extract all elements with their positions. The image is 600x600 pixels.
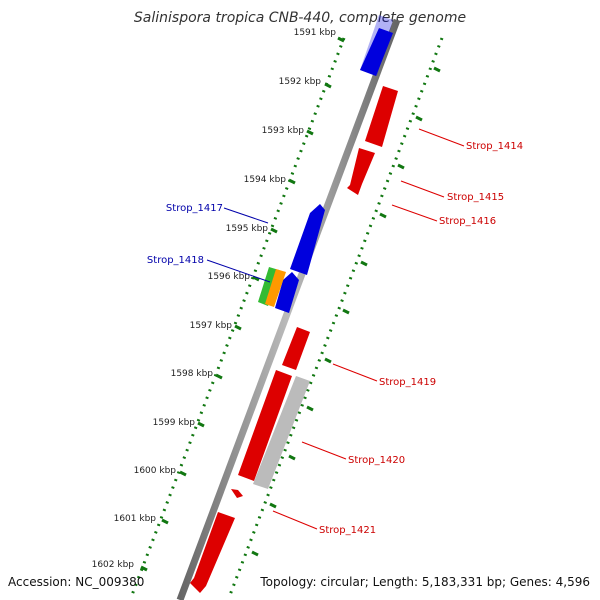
gene-feature-other xyxy=(253,376,310,489)
kbp-label: 1592 kbp xyxy=(279,77,322,87)
gene-label: Strop_1417 xyxy=(166,203,223,214)
label-leader-lines xyxy=(206,128,465,530)
gene-feature-forward xyxy=(231,489,243,498)
outer-major-ticks xyxy=(251,66,441,557)
gene-feature-forward xyxy=(347,148,375,195)
gene-label: Strop_1415 xyxy=(447,192,504,203)
gene-feature-reverse xyxy=(360,28,393,76)
gene-label: Strop_1416 xyxy=(439,216,496,227)
gene-label: Strop_1418 xyxy=(147,255,204,266)
outer-ruler-line xyxy=(228,37,444,596)
kbp-label: 1593 kbp xyxy=(262,126,305,136)
gene-label: Strop_1414 xyxy=(466,141,523,152)
gene-feature-forward xyxy=(238,370,292,481)
gene-feature-reverse xyxy=(290,204,325,275)
kbp-label: 1601 kbp xyxy=(114,514,157,524)
kbp-label: 1596 kbp xyxy=(208,272,251,282)
inner-ruler-line xyxy=(130,37,346,596)
map-title: Salinispora tropica CNB-440, complete ge… xyxy=(134,10,466,26)
kbp-labels: 1591 kbp 1592 kbp 1593 kbp 1594 kbp 1595… xyxy=(92,28,337,570)
genome-stats-text: Topology: circular; Length: 5,183,331 bp… xyxy=(259,575,590,589)
gene-label: Strop_1420 xyxy=(348,455,405,466)
kbp-label: 1602 kbp xyxy=(92,560,135,570)
gene-feature-reverse xyxy=(275,272,299,313)
gene-feature-orange xyxy=(265,269,286,307)
gene-label: Strop_1421 xyxy=(319,525,376,536)
gene-label: Strop_1419 xyxy=(379,377,436,388)
kbp-label: 1597 kbp xyxy=(190,321,233,331)
kbp-label: 1598 kbp xyxy=(171,369,214,379)
kbp-label: 1600 kbp xyxy=(134,466,177,476)
kbp-label: 1591 kbp xyxy=(294,28,337,38)
kbp-label: 1599 kbp xyxy=(153,418,196,428)
kbp-label: 1595 kbp xyxy=(226,224,269,234)
inner-major-ticks xyxy=(140,36,345,572)
gene-feature-forward xyxy=(282,327,310,370)
accession-text: Accession: NC_009380 xyxy=(8,575,144,589)
gene-feature-forward xyxy=(365,86,398,147)
kbp-label: 1594 kbp xyxy=(244,175,287,185)
gene-feature-forward xyxy=(190,512,235,593)
